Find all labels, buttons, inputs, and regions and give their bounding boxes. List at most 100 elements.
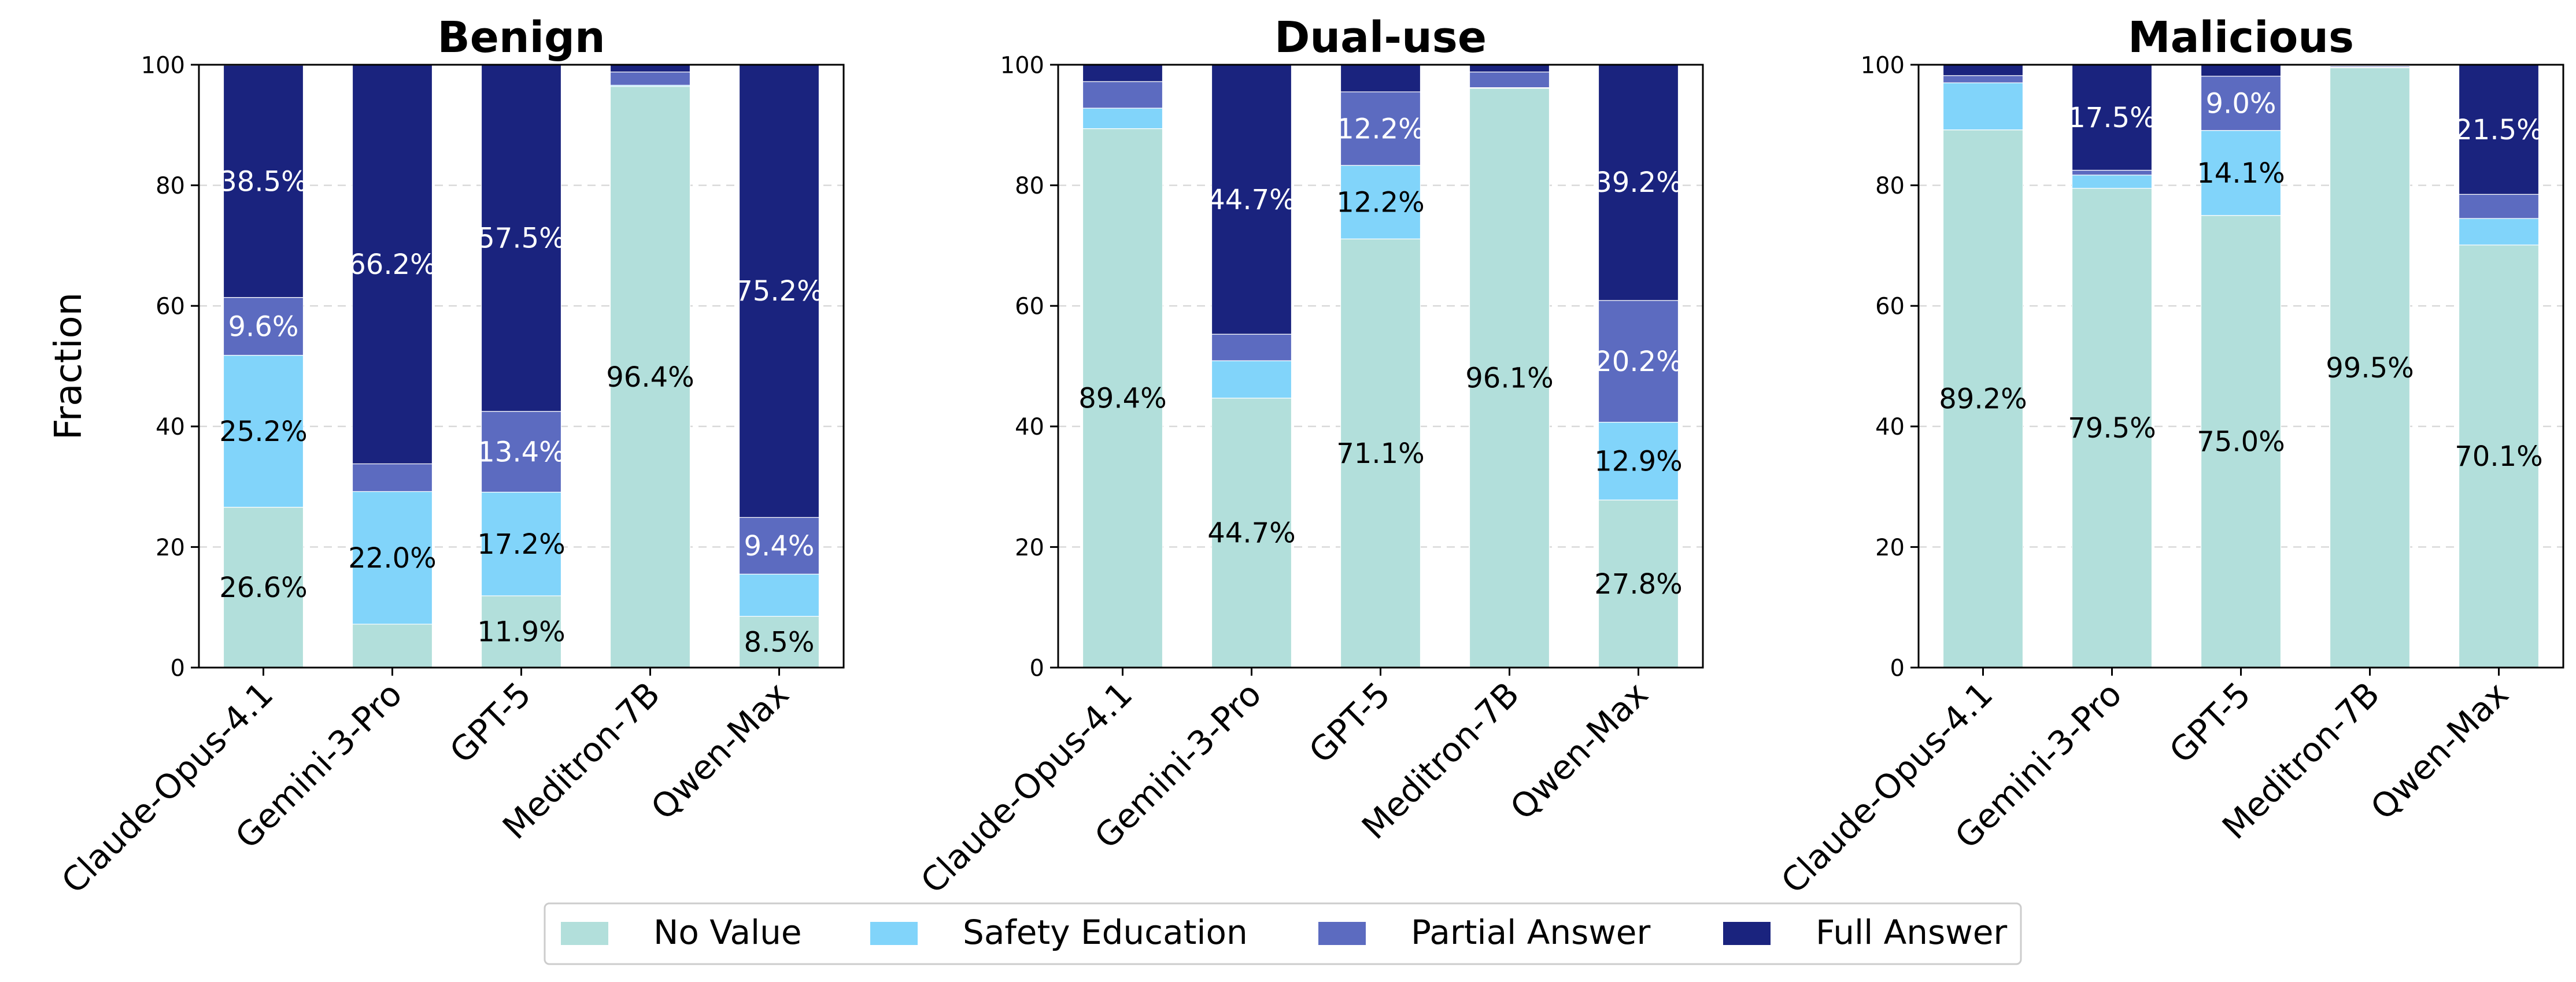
y-tick-label: 40 (1875, 414, 1905, 440)
bar-no-value (2329, 67, 2411, 668)
data-label: 66.2% (348, 249, 436, 281)
legend-swatch (1318, 922, 1366, 945)
x-tick-label: GPT-5 (2162, 675, 2259, 771)
bar-safety-education (1598, 421, 1679, 501)
data-label: 25.2% (219, 416, 307, 448)
bar-safety-education (352, 491, 433, 625)
x-tick-label: GPT-5 (1302, 675, 1398, 771)
bar-partial-answer (1942, 75, 2024, 83)
y-tick-label: 60 (156, 294, 185, 320)
y-tick-label: 0 (1030, 655, 1044, 681)
bar-partial-answer (2200, 76, 2282, 131)
data-label: 96.4% (606, 361, 694, 394)
legend: No Value Safety Education Partial Answer Fu… (544, 902, 2022, 965)
y-tick-label: 100 (141, 52, 185, 79)
bar-safety-education (481, 491, 562, 596)
bar-partial-answer (1082, 81, 1163, 109)
bar-no-value (1082, 128, 1163, 668)
data-label: 26.6% (219, 572, 307, 604)
bar-safety-education (738, 573, 820, 617)
data-label: 27.8% (1594, 568, 1682, 601)
axes-frame (1917, 64, 2564, 669)
y-axis-label: Fraction (47, 292, 90, 440)
bar-no-value (1942, 129, 2024, 668)
x-tick-label: Claude-Opus-4.1 (1773, 675, 2000, 901)
y-tick-label: 20 (1875, 535, 1905, 561)
y-tick-label: 80 (1015, 173, 1044, 199)
legend-swatch (561, 922, 608, 945)
x-tick-label: Claude-Opus-4.1 (913, 675, 1140, 901)
y-tick-label: 60 (1015, 294, 1044, 320)
bar-safety-education (2458, 218, 2540, 246)
bar-no-value (2458, 244, 2540, 668)
data-label: 9.0% (2206, 88, 2276, 120)
data-label: 75.2% (735, 275, 823, 307)
data-label: 71.1% (1336, 438, 1424, 470)
bar-full-answer (1469, 64, 1550, 73)
y-tick-label: 80 (1875, 173, 1905, 199)
data-label: 89.4% (1078, 383, 1166, 415)
bar-partial-answer (352, 463, 433, 492)
data-label: 75.0% (2197, 426, 2285, 458)
bar-full-answer (1340, 64, 1421, 92)
chart-panel-benign: Benign 26.6% 25.2% 9.6% 38.5% Claude-Opus-4.1… (54, 13, 845, 901)
bar-no-value (1211, 398, 1292, 668)
bar-full-answer (2200, 64, 2282, 77)
data-label: 79.5% (2068, 412, 2156, 444)
panel-title: Benign (437, 13, 605, 62)
bar-partial-answer (2071, 169, 2153, 176)
data-label: 8.5% (744, 626, 815, 658)
data-label: 17.5% (2068, 102, 2156, 134)
data-label: 9.4% (744, 530, 815, 562)
data-label: 22.0% (348, 542, 436, 575)
bar-safety-education (1082, 108, 1163, 129)
bar-safety-education (223, 355, 304, 508)
data-label: 96.1% (1465, 362, 1553, 395)
y-tick-label: 40 (156, 414, 185, 440)
data-label: 12.2% (1336, 187, 1424, 219)
bar-safety-education (2071, 175, 2153, 189)
legend-label: No Value (653, 913, 802, 952)
data-label: 20.2% (1594, 346, 1682, 378)
data-label: 99.5% (2326, 352, 2414, 384)
bar-full-answer (223, 65, 304, 298)
x-tick-label: Qwen-Max (1503, 675, 1656, 828)
axes-frame (1057, 64, 1704, 669)
data-label: 38.5% (219, 166, 307, 198)
bar-no-value (1340, 238, 1421, 668)
panel-title: Malicious (2128, 13, 2354, 62)
bar-full-answer (1082, 64, 1163, 82)
bar-full-answer (738, 64, 820, 518)
bar-full-answer (2458, 64, 2540, 195)
bar-no-value (352, 624, 433, 668)
x-tick-label: Qwen-Max (2363, 675, 2516, 828)
panel-title: Dual-use (1274, 13, 1487, 62)
y-tick-label: 20 (1015, 535, 1044, 561)
data-label: 14.1% (2197, 157, 2285, 190)
bar-full-answer (352, 64, 433, 465)
legend-box (544, 902, 2022, 965)
bar-no-value (738, 616, 820, 668)
y-tick-label: 80 (156, 173, 185, 199)
bar-partial-answer (1469, 71, 1550, 88)
data-label: 70.1% (2455, 440, 2542, 473)
y-tick-label: 60 (1875, 294, 1905, 320)
chart-panel-malicious: Malicious 89.2% Claude-Opus-4.1 79.5% 17.5% G… (1773, 13, 2564, 901)
legend-swatch (1723, 922, 1771, 945)
data-label: 21.5% (2455, 114, 2542, 146)
y-tick-label: 100 (1000, 52, 1044, 79)
data-label: 13.4% (477, 436, 565, 468)
bar-full-answer (2071, 64, 2153, 171)
bar-full-answer (1942, 64, 2024, 76)
x-tick-label: Claude-Opus-4.1 (54, 675, 280, 901)
data-label: 89.2% (1939, 383, 2027, 416)
legend-swatch (870, 922, 918, 945)
bar-partial-answer (1340, 91, 1421, 166)
data-label: 12.2% (1336, 113, 1424, 145)
bar-safety-education (1211, 360, 1292, 399)
bar-safety-education (2200, 130, 2282, 216)
legend-label: Safety Education (963, 913, 1248, 952)
bar-partial-answer (609, 71, 691, 86)
x-tick-label: GPT-5 (442, 675, 539, 771)
